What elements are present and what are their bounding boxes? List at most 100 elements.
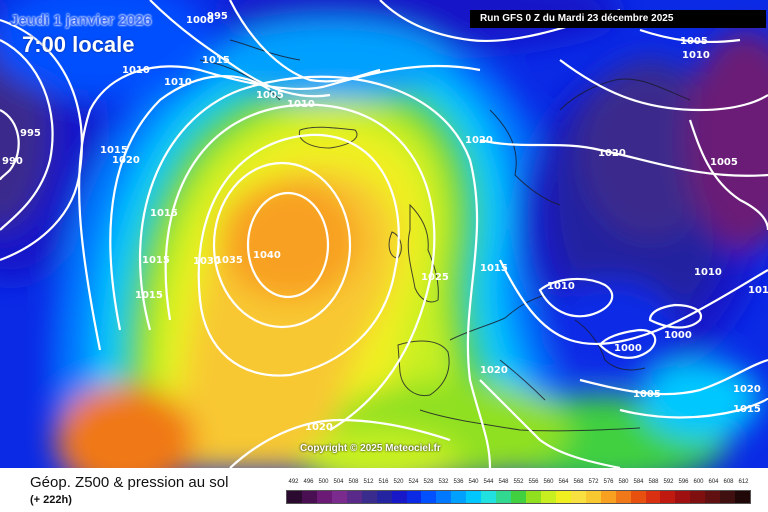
- scale-label: 544: [483, 479, 494, 485]
- isobar-label: 995: [20, 128, 41, 139]
- isobar-label: 1020: [598, 148, 626, 159]
- scale-label: 584: [633, 479, 644, 485]
- isobar-label: 1020: [733, 384, 761, 395]
- isobar-label: 1010: [287, 99, 315, 110]
- isobar-label: 101: [748, 285, 768, 296]
- scale-swatch: [511, 491, 526, 503]
- scale-swatch: [346, 491, 362, 503]
- scale-label: 552: [513, 479, 524, 485]
- scale-label: 556: [528, 479, 539, 485]
- scale-label: 576: [603, 479, 614, 485]
- isobar-label: 1000: [614, 343, 642, 354]
- scale-label: 496: [303, 479, 314, 485]
- scale-swatch: [316, 491, 332, 503]
- geopotential-color-field: [0, 0, 768, 468]
- scale-label: 568: [573, 479, 584, 485]
- scale-swatch: [705, 491, 721, 503]
- scale-swatch: [615, 491, 631, 503]
- legend-title: Géop. Z500 & pression au sol: [30, 474, 229, 491]
- scale-label: 500: [318, 479, 329, 485]
- scale-label: 604: [708, 479, 719, 485]
- scale-label: 588: [648, 479, 659, 485]
- scale-swatch: [735, 491, 751, 503]
- scale-swatch: [690, 491, 706, 503]
- isobar-lines: [0, 0, 768, 468]
- scale-swatch: [421, 491, 437, 503]
- isobar-label: 1015: [480, 263, 508, 274]
- scale-swatch: [570, 491, 586, 503]
- scale-label: 524: [408, 479, 419, 485]
- isobar-label: 1000: [186, 15, 214, 26]
- scale-label: 540: [468, 479, 479, 485]
- isobar-label: 1005: [256, 90, 284, 101]
- scale-label: 516: [378, 479, 389, 485]
- isobar-label: 1030: [193, 256, 221, 267]
- isobar-label: 995: [207, 11, 228, 22]
- scale-label: 580: [618, 479, 629, 485]
- scale-label: 504: [333, 479, 344, 485]
- scale-swatch: [600, 491, 616, 503]
- scale-swatch: [526, 491, 541, 503]
- isobar-label: 1010: [694, 267, 722, 278]
- forecast-time: 7:00 locale: [22, 32, 135, 57]
- isobar-label: 1015: [142, 255, 170, 266]
- isobar-label: 1020: [305, 422, 333, 433]
- isobar-label: 1015: [150, 208, 178, 219]
- forecast-date: Jeudi 1 janvier 2026: [10, 12, 152, 29]
- scale-swatch: [361, 491, 377, 503]
- isobar-label: 1020: [465, 135, 493, 146]
- scale-swatch: [555, 491, 571, 503]
- isobar-label: 1005: [710, 157, 738, 168]
- scale-swatch: [481, 491, 497, 503]
- scale-label: 528: [423, 479, 434, 485]
- scale-swatch: [287, 491, 302, 503]
- scale-swatch: [585, 491, 601, 503]
- color-scale-bar: [286, 490, 751, 504]
- isobar-label: 1005: [633, 389, 661, 400]
- isobar-label: 1010: [682, 50, 710, 61]
- scale-label: 592: [663, 479, 674, 485]
- isobar-label: 1010: [122, 65, 150, 76]
- scale-label: 608: [723, 479, 734, 485]
- scale-label: 572: [588, 479, 599, 485]
- scale-label: 520: [393, 479, 404, 485]
- scale-label: 596: [678, 479, 689, 485]
- scale-swatch: [675, 491, 691, 503]
- scale-label: 512: [363, 479, 374, 485]
- scale-swatch: [630, 491, 646, 503]
- scale-swatch: [376, 491, 392, 503]
- scale-label: 600: [693, 479, 704, 485]
- coastlines: [199, 39, 691, 432]
- scale-swatch: [436, 491, 452, 503]
- scale-label: 548: [498, 479, 509, 485]
- isobar-label: 1005: [680, 36, 708, 47]
- scale-swatch: [496, 491, 512, 503]
- color-scale-labels: 492 496 500 504 508 512 516 520 524 528 532 536 540 5…: [283, 479, 753, 489]
- forecast-lead-time: (+ 222h): [30, 494, 72, 506]
- isobar-label: 1020: [112, 155, 140, 166]
- isobar-label: 1025: [421, 272, 449, 283]
- isobar-label: 1040: [253, 250, 281, 261]
- isobar-label: 1015: [733, 404, 761, 415]
- scale-swatch: [540, 491, 556, 503]
- scale-label: 564: [558, 479, 569, 485]
- scale-swatch: [660, 491, 676, 503]
- isobar-labels: 1000 995 1010 1010 1015 1005 1010 995 99…: [2, 11, 768, 433]
- scale-label: 508: [348, 479, 359, 485]
- scale-swatch: [466, 491, 482, 503]
- weather-map: 1000 995 1010 1010 1015 1005 1010 995 99…: [0, 0, 768, 468]
- isobar-label: 1015: [135, 290, 163, 301]
- isobar-label: 990: [2, 156, 23, 167]
- isobar-label: 1035: [215, 255, 243, 266]
- run-info-banner: Run GFS 0 Z du Mardi 23 décembre 2025: [470, 10, 766, 28]
- isobar-label: 1015: [202, 55, 230, 66]
- scale-swatch: [331, 491, 347, 503]
- copyright-notice: Copyright © 2025 Meteociel.fr: [300, 443, 441, 454]
- scale-label: 536: [453, 479, 464, 485]
- isobar-label: 1020: [480, 365, 508, 376]
- scale-swatch: [720, 491, 736, 503]
- scale-label: 612: [738, 479, 749, 485]
- scale-label: 492: [288, 479, 299, 485]
- isobar-label: 1010: [547, 281, 575, 292]
- scale-swatch: [451, 491, 467, 503]
